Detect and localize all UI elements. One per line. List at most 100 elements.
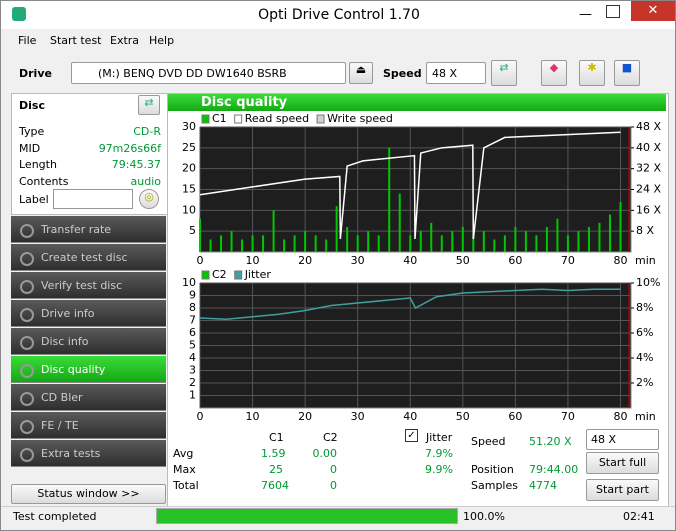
- y2-tick-label: 10%: [636, 276, 660, 289]
- minimize[interactable]: —: [579, 7, 592, 22]
- bar: [535, 235, 538, 252]
- x-unit: min: [635, 254, 656, 267]
- y-tick-label: 5: [189, 224, 196, 237]
- legend-swatch: [234, 270, 243, 280]
- nav-button[interactable]: Disc info: [11, 328, 166, 355]
- x-tick-label: 70: [561, 254, 575, 267]
- eject-button[interactable]: ⏏: [349, 62, 373, 84]
- disc-field: Contents: [19, 174, 69, 188]
- bar: [451, 231, 454, 252]
- bar: [283, 239, 286, 252]
- x-tick-label: 50: [456, 410, 470, 423]
- status-window-button[interactable]: Status window >>: [11, 484, 166, 504]
- y2-tick-label: 32 X: [636, 162, 661, 175]
- nav-button[interactable]: Disc quality: [11, 356, 166, 383]
- status-text: Test completed: [13, 510, 97, 523]
- stat-cell: Total: [173, 479, 199, 492]
- nav-button[interactable]: Create test disc: [11, 244, 166, 271]
- nav-button[interactable]: CD Bler: [11, 384, 166, 411]
- y2-tick-label: 8 X: [636, 224, 654, 237]
- legend-swatch: [201, 114, 210, 124]
- nav-button[interactable]: Verify test disc: [11, 272, 166, 299]
- bar: [524, 231, 527, 252]
- bar: [220, 235, 223, 252]
- app-icon: [12, 7, 26, 21]
- samples-value: 4774: [529, 479, 557, 492]
- bar: [346, 227, 349, 252]
- speed-select[interactable]: 48 X: [426, 62, 486, 84]
- label-input[interactable]: [53, 189, 133, 209]
- position-label: Position: [471, 463, 514, 476]
- bar: [335, 206, 338, 252]
- menu-item[interactable]: Help: [149, 34, 175, 47]
- disc-field: MID: [19, 141, 41, 155]
- bar: [398, 193, 401, 252]
- bar: [514, 227, 517, 252]
- bar: [503, 235, 506, 252]
- y-tick-label: 2: [189, 376, 196, 389]
- stat-cell: 7604: [261, 479, 289, 492]
- x-tick-label: 80: [613, 410, 627, 423]
- nav-button[interactable]: FE / TE: [11, 412, 166, 439]
- drive-label: Drive: [19, 67, 52, 80]
- window-title: Opti Drive Control 1.70: [258, 7, 420, 23]
- x-tick-label: 10: [246, 254, 260, 267]
- menu-item[interactable]: File: [18, 34, 37, 47]
- bar: [409, 235, 412, 252]
- stat-cell: 7.9%: [425, 447, 453, 460]
- maximize[interactable]: [606, 5, 620, 18]
- position-value: 79:44.00: [529, 463, 579, 476]
- speed-label: Speed: [383, 67, 422, 80]
- bar: [482, 231, 485, 252]
- speed-select[interactable]: 48 X: [586, 429, 659, 450]
- nav-button[interactable]: Drive info: [11, 300, 166, 327]
- save-button[interactable]: ■: [614, 60, 640, 86]
- bar: [304, 231, 307, 252]
- settings-button[interactable]: ✱: [579, 60, 605, 86]
- legend-label: Write speed: [327, 112, 393, 125]
- bar: [493, 239, 496, 252]
- progress-label: 100.0%: [463, 510, 505, 523]
- y-tick-label: 6: [189, 326, 196, 339]
- bar: [241, 239, 244, 252]
- start-part[interactable]: Start part: [586, 479, 659, 501]
- y-tick-label: 30: [182, 120, 196, 133]
- x-tick-label: 50: [456, 254, 470, 267]
- menu-item[interactable]: Extra: [110, 34, 140, 47]
- y-tick-label: 8: [189, 301, 196, 314]
- bar: [566, 235, 569, 252]
- stat-cell: 0: [330, 463, 337, 476]
- x-tick-label: 60: [508, 410, 522, 423]
- disc-value: 97m26s66f: [98, 141, 161, 155]
- y2-tick-label: 24 X: [636, 183, 661, 196]
- disc-refresh[interactable]: ⇄: [138, 95, 160, 115]
- nav-button[interactable]: Extra tests: [11, 440, 166, 467]
- jitter-checkbox[interactable]: ✓: [405, 429, 418, 442]
- erase-button[interactable]: ◆: [541, 60, 567, 86]
- label-button[interactable]: ◎: [139, 189, 159, 209]
- x-tick-label: 40: [403, 254, 417, 267]
- x-tick-label: 20: [298, 410, 312, 423]
- y-tick-label: 15: [182, 183, 196, 196]
- y2-tick-label: 48 X: [636, 120, 661, 133]
- y2-tick-label: 2%: [636, 376, 653, 389]
- stat-cell: Avg: [173, 447, 194, 460]
- y-tick-label: 1: [189, 389, 196, 402]
- menu-item[interactable]: Start test: [50, 34, 102, 47]
- refresh-button[interactable]: ⇄: [491, 60, 517, 86]
- y-tick-label: 4: [189, 351, 196, 364]
- start-full[interactable]: Start full: [586, 452, 659, 474]
- stat-cell: 1.59: [261, 447, 286, 460]
- title-bar: [1, 1, 675, 29]
- x-tick-label: 0: [197, 254, 204, 267]
- disc-field: Type: [19, 125, 45, 138]
- x-tick-label: 80: [613, 254, 627, 267]
- close[interactable]: ✕: [631, 1, 675, 21]
- drive-select[interactable]: (M:) BENQ DVD DD DW1640 BSRB: [71, 62, 346, 84]
- stat-cell: Max: [173, 463, 196, 476]
- speed-value: 51.20 X: [529, 435, 572, 448]
- bar: [356, 235, 359, 252]
- nav-button[interactable]: Transfer rate: [11, 216, 166, 243]
- x-tick-label: 0: [197, 410, 204, 423]
- bar: [230, 231, 233, 252]
